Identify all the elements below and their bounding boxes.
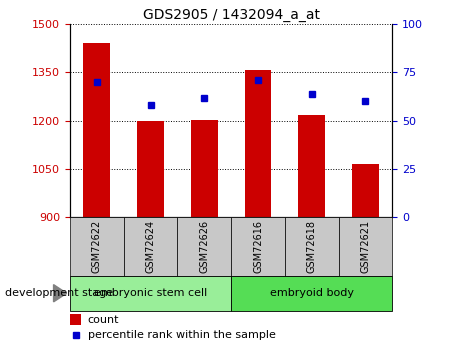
Text: percentile rank within the sample: percentile rank within the sample bbox=[87, 330, 276, 340]
Text: GSM72621: GSM72621 bbox=[360, 220, 371, 273]
Text: GSM72618: GSM72618 bbox=[307, 220, 317, 273]
Text: embryoid body: embryoid body bbox=[270, 288, 354, 298]
Text: embryonic stem cell: embryonic stem cell bbox=[94, 288, 207, 298]
Bar bbox=[285, 217, 339, 276]
Bar bbox=[137, 121, 164, 217]
Bar bbox=[70, 217, 124, 276]
Bar bbox=[352, 164, 379, 217]
Bar bbox=[70, 276, 231, 310]
Text: GSM72624: GSM72624 bbox=[146, 220, 156, 273]
Bar bbox=[231, 276, 392, 310]
Bar bbox=[339, 217, 392, 276]
Bar bbox=[70, 314, 81, 325]
Bar bbox=[244, 70, 272, 217]
Bar bbox=[191, 120, 218, 217]
Bar bbox=[83, 43, 110, 217]
Bar bbox=[231, 217, 285, 276]
Text: development stage: development stage bbox=[5, 288, 113, 298]
Title: GDS2905 / 1432094_a_at: GDS2905 / 1432094_a_at bbox=[143, 8, 320, 22]
Text: GSM72626: GSM72626 bbox=[199, 220, 209, 273]
Bar bbox=[124, 217, 177, 276]
Bar bbox=[177, 217, 231, 276]
Bar bbox=[298, 115, 325, 217]
Text: count: count bbox=[87, 315, 119, 325]
Text: GSM72616: GSM72616 bbox=[253, 220, 263, 273]
Polygon shape bbox=[54, 285, 67, 302]
Text: GSM72622: GSM72622 bbox=[92, 220, 102, 273]
